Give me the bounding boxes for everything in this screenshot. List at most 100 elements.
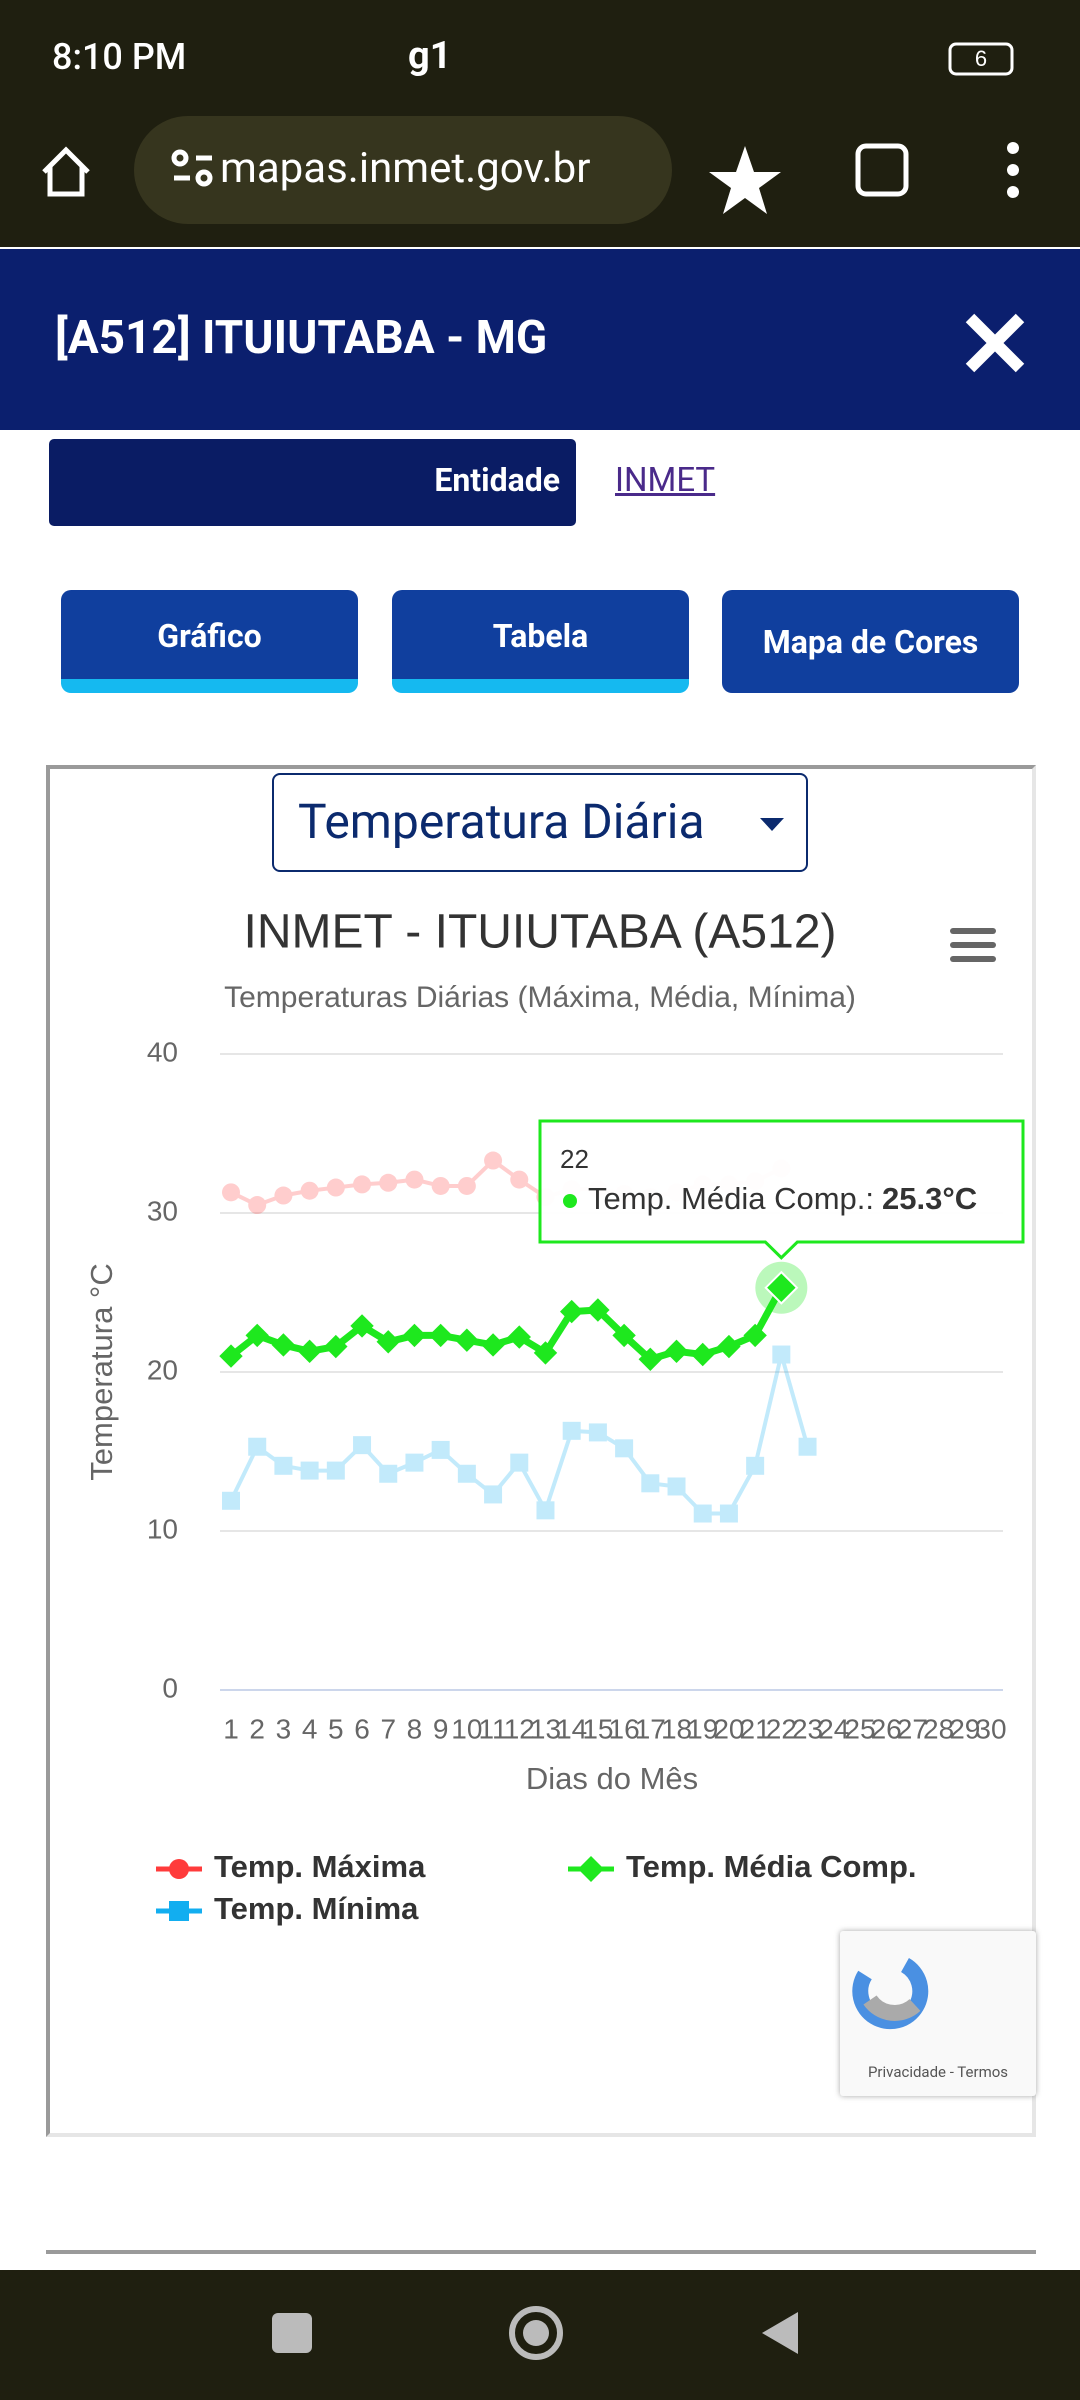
x-tick-label: 5 bbox=[328, 1713, 344, 1744]
series-line bbox=[229, 1352, 810, 1516]
menu-icon[interactable] bbox=[1007, 142, 1019, 198]
series-line bbox=[228, 1286, 785, 1363]
point bbox=[693, 1504, 712, 1523]
x-tick-label: 11 bbox=[479, 1713, 508, 1744]
home-icon[interactable] bbox=[42, 146, 90, 197]
tabs-icon[interactable] bbox=[855, 143, 909, 197]
point bbox=[405, 1453, 424, 1472]
bookmark-icon[interactable] bbox=[709, 146, 781, 214]
point bbox=[484, 1151, 503, 1170]
url-bar[interactable]: mapas.inmet.gov.br bbox=[134, 116, 672, 224]
station-header: [A512] ITUIUTABA - MG bbox=[0, 249, 1080, 430]
x-tick-label: 6 bbox=[354, 1713, 370, 1744]
point bbox=[586, 1298, 610, 1322]
legend-label: Temp. Máxima bbox=[214, 1849, 426, 1884]
point bbox=[510, 1170, 529, 1189]
point bbox=[588, 1423, 607, 1442]
chart-container bbox=[46, 765, 1036, 2137]
entity-link[interactable]: INMET bbox=[615, 461, 716, 500]
point bbox=[691, 1342, 715, 1367]
point bbox=[353, 1436, 372, 1455]
point bbox=[562, 1421, 581, 1440]
y-tick-label: 10 bbox=[147, 1513, 178, 1544]
x-tick-label: 18 bbox=[661, 1713, 692, 1744]
point bbox=[746, 1456, 765, 1475]
variable-dropdown[interactable]: Temperatura Diária bbox=[272, 773, 808, 872]
tab-button[interactable]: Gráfico bbox=[61, 590, 358, 693]
point bbox=[667, 1477, 686, 1496]
x-tick-label: 10 bbox=[451, 1713, 482, 1744]
point bbox=[274, 1456, 293, 1475]
y-tick-label: 40 bbox=[147, 1036, 178, 1067]
x-tick-label: 22 bbox=[766, 1713, 797, 1744]
entity-label: Entidade bbox=[434, 461, 560, 499]
chart-title: INMET - ITUIUTABA (A512) bbox=[244, 906, 837, 959]
x-tick-label: 25 bbox=[844, 1713, 875, 1744]
point bbox=[324, 1334, 348, 1359]
x-tick-label: 20 bbox=[713, 1713, 744, 1744]
point bbox=[248, 1196, 267, 1215]
next-container bbox=[46, 2250, 1036, 2284]
point bbox=[481, 1333, 505, 1357]
point bbox=[271, 1333, 296, 1357]
nav-buttons[interactable] bbox=[272, 2306, 798, 2360]
point bbox=[405, 1170, 424, 1189]
y-tick-label: 30 bbox=[147, 1195, 178, 1226]
y-tick-label: 20 bbox=[147, 1354, 178, 1385]
recaptcha-logo bbox=[852, 1958, 929, 2030]
point bbox=[350, 1314, 374, 1338]
close-button[interactable] bbox=[965, 313, 1025, 373]
point bbox=[457, 1464, 476, 1483]
point bbox=[297, 1339, 322, 1364]
point bbox=[300, 1181, 319, 1200]
point bbox=[219, 1344, 243, 1368]
x-tick-label: 2 bbox=[249, 1713, 265, 1744]
x-tick-label: 16 bbox=[609, 1713, 640, 1744]
point bbox=[743, 1323, 767, 1348]
status-time: 8:10 PM bbox=[52, 36, 187, 78]
chart-menu[interactable] bbox=[950, 928, 996, 962]
tab-button[interactable]: Mapa de Cores bbox=[722, 590, 1019, 693]
tooltip-text: Temp. Média Comp.: 25.3°C bbox=[588, 1181, 977, 1216]
point bbox=[719, 1504, 738, 1523]
point bbox=[457, 1176, 476, 1195]
dropdown-arrow bbox=[760, 818, 784, 831]
point bbox=[772, 1345, 791, 1364]
point bbox=[248, 1437, 267, 1456]
x-tick-label: 27 bbox=[897, 1713, 928, 1744]
recaptcha-links: Privacidade - Termos bbox=[867, 2063, 1009, 2081]
point bbox=[507, 1325, 531, 1349]
x-tick-label: 19 bbox=[687, 1713, 718, 1744]
point bbox=[169, 1901, 189, 1921]
x-tick-label: 23 bbox=[792, 1713, 823, 1744]
point bbox=[428, 1323, 453, 1348]
point bbox=[612, 1323, 636, 1348]
tooltip-dot bbox=[563, 1194, 577, 1208]
x-tick-label: 29 bbox=[949, 1713, 980, 1744]
tooltip-title: 22 bbox=[560, 1144, 589, 1174]
dropdown-text: Temperatura Diária bbox=[298, 793, 705, 850]
x-tick-label: 28 bbox=[923, 1713, 954, 1744]
point bbox=[222, 1491, 240, 1510]
tab-button[interactable]: Tabela bbox=[392, 590, 689, 693]
point bbox=[510, 1453, 529, 1472]
tooltip-series: Temp. Média Comp.: bbox=[588, 1181, 874, 1216]
series bbox=[219, 1261, 808, 1371]
x-tick-label: 14 bbox=[556, 1713, 587, 1744]
browser-icons bbox=[42, 42, 1014, 197]
point bbox=[664, 1339, 689, 1364]
battery-level: 6 bbox=[975, 46, 987, 71]
legend-label: Temp. Média Comp. bbox=[626, 1849, 917, 1884]
recaptcha-badge[interactable]: Privacidade - Termos bbox=[840, 1931, 1036, 2096]
point bbox=[300, 1461, 319, 1480]
status-app: g1 bbox=[408, 34, 452, 78]
point bbox=[455, 1328, 479, 1352]
point bbox=[764, 1270, 799, 1305]
x-tick-label: 8 bbox=[407, 1713, 423, 1744]
point bbox=[326, 1461, 345, 1480]
tooltip-box bbox=[538, 1119, 1025, 1260]
point bbox=[379, 1173, 398, 1192]
